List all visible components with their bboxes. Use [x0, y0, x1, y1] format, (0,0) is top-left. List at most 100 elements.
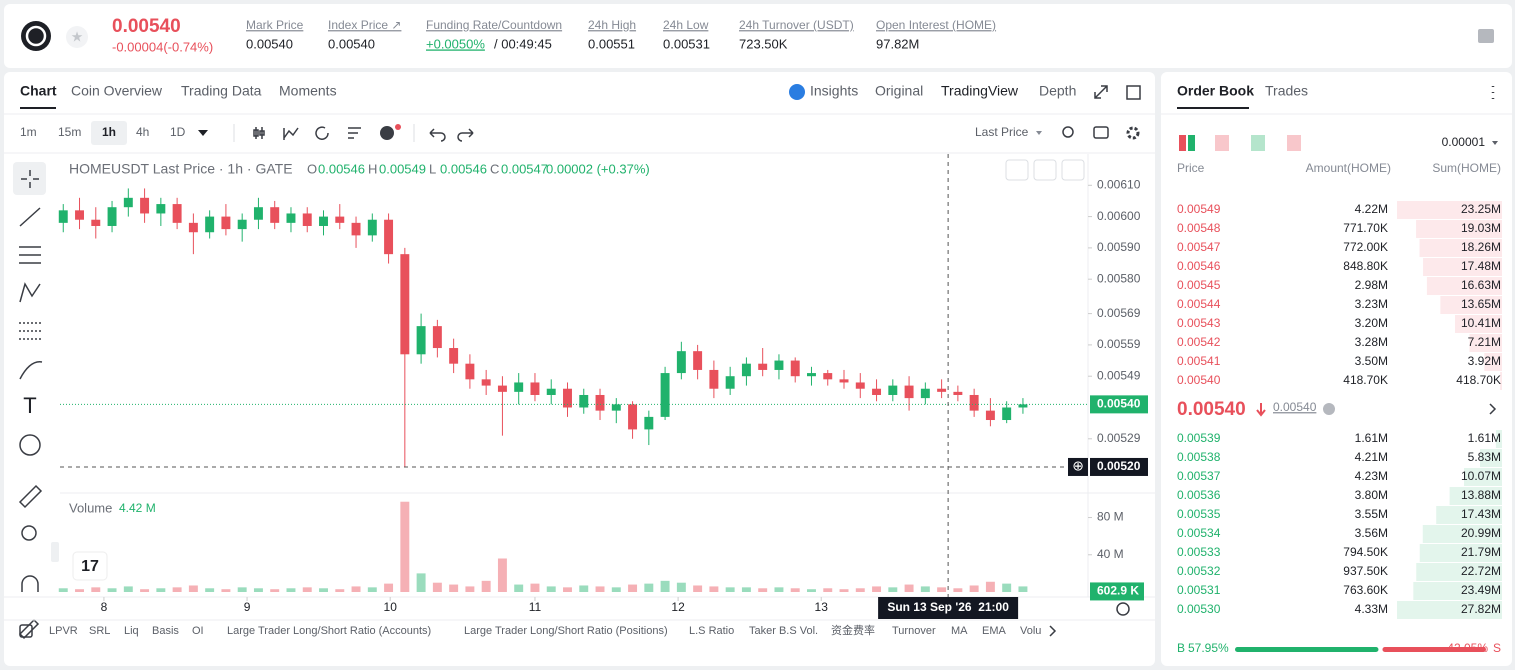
axis-settings[interactable] — [1116, 602, 1130, 616]
ob-price[interactable]: 0.00532 — [1177, 564, 1221, 578]
indicator-tab[interactable]: SRL — [89, 625, 110, 637]
indicator-tab[interactable]: Taker B.S Vol. — [749, 625, 818, 637]
ob-price[interactable]: 0.00538 — [1177, 450, 1221, 464]
collapse-button[interactable] — [1033, 159, 1057, 181]
indicator-tab[interactable]: Basis — [152, 625, 179, 637]
ob-price[interactable]: 0.00546 — [1177, 259, 1221, 273]
view-both[interactable] — [1179, 135, 1186, 151]
tab[interactable]: Moments — [279, 83, 337, 99]
ob-price[interactable]: 0.00530 — [1177, 602, 1221, 616]
ob-tab[interactable]: Order Book — [1177, 83, 1254, 99]
ob-price[interactable]: 0.00548 — [1177, 221, 1221, 235]
channel-tool[interactable] — [19, 246, 41, 264]
price-source[interactable]: Last Price — [975, 125, 1029, 139]
view-tab[interactable]: TradingView — [941, 83, 1019, 99]
reset-button[interactable] — [1061, 159, 1085, 181]
interval[interactable]: 1D — [170, 125, 186, 139]
dropdown-arrow[interactable] — [198, 130, 208, 136]
crosshair-add-box[interactable] — [1068, 457, 1088, 476]
brush-tool[interactable] — [19, 361, 43, 380]
add-icon[interactable] — [380, 126, 394, 140]
search-icon[interactable] — [1062, 126, 1074, 138]
favorite-star[interactable]: ★ — [71, 29, 84, 45]
indicator-tab[interactable]: Volu — [1020, 625, 1041, 637]
indicator-tab[interactable]: LPVR — [49, 625, 78, 637]
indicator-tab[interactable]: Turnover — [892, 625, 936, 637]
emoji-tool[interactable] — [19, 434, 41, 456]
screenshot-icon[interactable] — [1093, 126, 1109, 139]
text-tool[interactable]: T — [23, 393, 36, 418]
interval[interactable]: 1m — [20, 125, 37, 139]
favorite-button[interactable] — [66, 26, 88, 48]
collapse-button[interactable] — [51, 542, 59, 562]
stat-value: 0.00540 — [246, 36, 293, 51]
interval[interactable]: 1h — [102, 125, 116, 139]
candle-icon[interactable] — [253, 127, 265, 139]
ob-price[interactable]: 0.00544 — [1177, 297, 1221, 311]
line-tool[interactable] — [19, 207, 41, 227]
view-tab[interactable]: Insights — [810, 83, 858, 99]
magnet-tool[interactable] — [21, 575, 39, 592]
ob-price[interactable]: 0.00535 — [1177, 507, 1221, 521]
dropdown-arrow[interactable] — [1036, 131, 1042, 135]
interval[interactable]: 4h — [136, 125, 149, 139]
view-asks[interactable] — [1215, 135, 1229, 151]
ob-price[interactable]: 0.00531 — [1177, 583, 1221, 597]
redo-icon[interactable] — [457, 128, 474, 142]
scroll-button[interactable] — [1005, 159, 1029, 181]
tab-underline — [1177, 107, 1249, 109]
ob-price[interactable]: 0.00534 — [1177, 526, 1221, 540]
indicator-tab[interactable]: Large Trader Long/Short Ratio (Positions… — [464, 625, 668, 637]
more-arrow[interactable] — [1049, 625, 1057, 637]
view-bids[interactable] — [1251, 135, 1265, 151]
template-icon[interactable] — [348, 127, 361, 139]
indicator-tab[interactable]: Liq — [124, 625, 139, 637]
indicator-tab[interactable]: L.S Ratio — [689, 625, 734, 637]
ob-price[interactable]: 0.00549 — [1177, 202, 1221, 216]
ob-tab[interactable]: Trades — [1265, 83, 1308, 99]
tab[interactable]: Coin Overview — [71, 83, 163, 99]
ob-price[interactable]: 0.00541 — [1177, 354, 1221, 368]
candle-body — [400, 254, 410, 355]
indicator-tab[interactable]: 资金费率 — [831, 623, 875, 637]
ob-price[interactable]: 0.00533 — [1177, 545, 1221, 559]
settings-gear[interactable] — [1126, 126, 1140, 140]
zoom-tool[interactable] — [21, 525, 37, 541]
undo-icon[interactable] — [429, 128, 446, 142]
view-tab[interactable]: Depth — [1039, 83, 1076, 99]
expand-arrow[interactable] — [1489, 403, 1497, 415]
insights-icon[interactable] — [789, 84, 805, 100]
view-both[interactable] — [1188, 135, 1195, 151]
tab[interactable]: Trading Data — [181, 83, 262, 99]
view-alt[interactable] — [1287, 135, 1301, 151]
indicator-tab[interactable]: Large Trader Long/Short Ratio (Accounts) — [227, 625, 431, 637]
header-panel — [4, 4, 1512, 68]
interval[interactable]: 15m — [58, 125, 81, 139]
crosshair-tool[interactable] — [21, 170, 39, 188]
replay-icon[interactable] — [315, 126, 329, 140]
ruler-tool[interactable] — [18, 484, 43, 509]
ob-price[interactable]: 0.00537 — [1177, 469, 1221, 483]
ob-price[interactable]: 0.00547 — [1177, 240, 1221, 254]
dropdown-arrow[interactable] — [1492, 141, 1498, 145]
fullscreen-icon[interactable] — [1094, 85, 1108, 99]
settings-icon[interactable] — [1478, 29, 1494, 43]
window-icon[interactable] — [1126, 85, 1141, 100]
pattern-tool[interactable] — [19, 282, 41, 303]
ob-price[interactable]: 0.00536 — [1177, 488, 1221, 502]
indicator-tab[interactable]: OI — [192, 625, 204, 637]
ob-price[interactable]: 0.00542 — [1177, 335, 1221, 349]
indicator-toggle[interactable] — [19, 624, 33, 638]
ob-price[interactable]: 0.00539 — [1177, 431, 1221, 445]
indicator-tab[interactable]: MA — [951, 625, 968, 637]
tab[interactable]: Chart — [20, 83, 57, 99]
indicator-icon[interactable] — [283, 127, 299, 140]
indicator-tab[interactable]: EMA — [982, 625, 1007, 637]
view-tab[interactable]: Original — [875, 83, 923, 99]
precision[interactable]: 0.00001 — [1442, 135, 1486, 149]
tool-selected[interactable] — [13, 162, 46, 195]
ob-price[interactable]: 0.00540 — [1177, 373, 1221, 387]
ob-price[interactable]: 0.00543 — [1177, 316, 1221, 330]
ob-price[interactable]: 0.00545 — [1177, 278, 1221, 292]
crosshair-add[interactable]: ⊕ — [1072, 458, 1084, 474]
